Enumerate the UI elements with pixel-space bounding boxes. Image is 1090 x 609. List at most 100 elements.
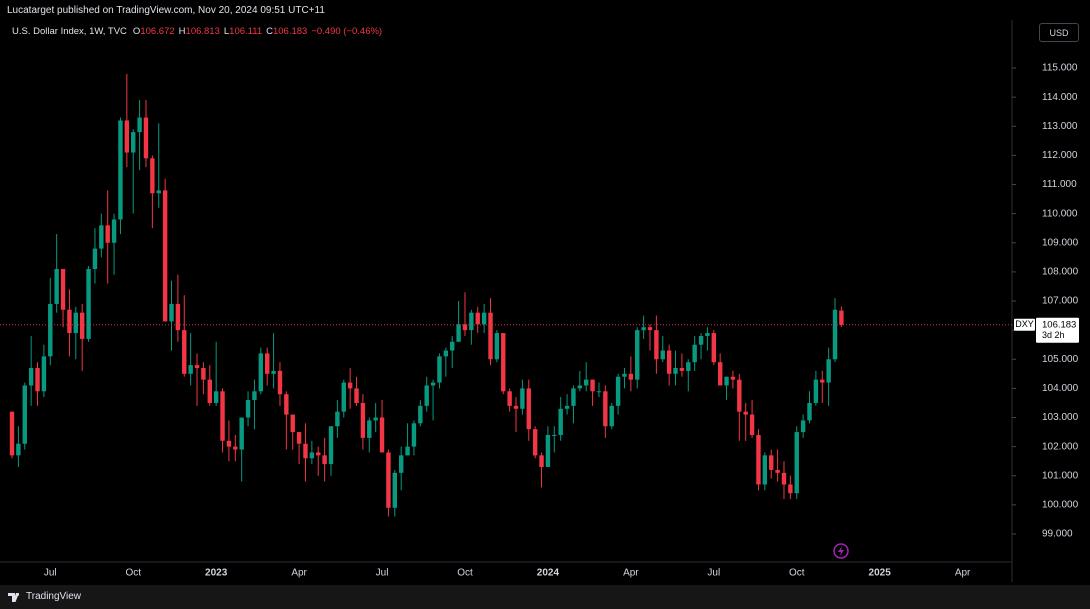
candle-body <box>609 405 614 427</box>
candle-body <box>749 414 755 435</box>
y-tick-label: 115.000 <box>1042 63 1078 74</box>
candle-body <box>424 385 429 406</box>
candle-body <box>679 367 685 371</box>
candle-body <box>398 455 404 473</box>
candle-body <box>188 365 193 374</box>
candle-body <box>564 405 570 409</box>
candle-body <box>290 414 295 433</box>
candle-body <box>9 411 15 456</box>
candle-body <box>481 312 487 325</box>
symbol: U.S. Dollar Index, 1W, TVC <box>12 26 127 37</box>
candle-body <box>730 376 736 380</box>
candle-body <box>137 117 142 133</box>
candle-body <box>245 400 251 418</box>
symbol-tag <box>1014 318 1035 331</box>
candle-body <box>226 440 232 447</box>
candle-body <box>392 472 397 508</box>
candle-body <box>430 382 436 386</box>
ohlc-key: L <box>223 26 230 37</box>
candle-body <box>418 405 423 424</box>
ohlc-value: 106.813 <box>185 26 220 37</box>
candle-body <box>73 312 78 334</box>
candle-body <box>724 376 729 386</box>
candle-body <box>28 367 34 386</box>
candle-body <box>762 455 768 485</box>
event-icon[interactable] <box>833 543 849 559</box>
brand: TradingView <box>26 591 82 602</box>
candle-body <box>788 484 793 494</box>
candle-body <box>213 391 219 403</box>
y-tick-label: 113.000 <box>1042 121 1078 132</box>
x-tick-label: 2023 <box>205 568 228 579</box>
candle-body <box>54 268 59 304</box>
y-tick-label: 103.000 <box>1042 412 1079 423</box>
candle-body <box>207 379 212 403</box>
candle-body <box>79 312 85 339</box>
price-tag-label: 106.183 <box>1042 319 1076 330</box>
candle-body <box>316 452 321 456</box>
candle-body <box>603 391 608 427</box>
candle-body <box>628 373 634 380</box>
ohlc-key: O <box>132 26 141 37</box>
x-tick-label: Jul <box>707 568 720 579</box>
candle-body <box>666 350 672 374</box>
candle-body <box>839 310 844 325</box>
candle-body <box>265 353 270 374</box>
y-tick-label: 114.000 <box>1042 92 1078 103</box>
candle-body <box>520 388 525 409</box>
candle-body <box>539 455 544 468</box>
candle-body <box>373 417 378 421</box>
candle-body <box>717 362 723 386</box>
y-tick-label: 100.000 <box>1042 500 1079 511</box>
candle-body <box>807 402 812 421</box>
candle-body <box>711 333 716 363</box>
currency-button[interactable]: USD <box>1039 23 1079 42</box>
candle-body <box>341 382 346 412</box>
candle-body <box>513 405 519 409</box>
candle-body <box>411 423 417 447</box>
candle-body <box>156 190 161 194</box>
candle-body <box>462 324 468 331</box>
candle-body <box>86 268 91 339</box>
candle-body <box>507 391 512 406</box>
candle-body <box>501 333 506 392</box>
candle-body <box>175 303 181 331</box>
candle-body <box>596 391 602 393</box>
y-tick-label: 101.000 <box>1042 470 1079 481</box>
candle-body <box>118 120 123 220</box>
x-tick-label: Apr <box>955 568 971 579</box>
candle-body <box>800 420 806 433</box>
candle-body <box>673 367 678 374</box>
candle-body <box>48 303 53 357</box>
candle-body <box>201 367 206 380</box>
x-tick-label: 2024 <box>537 568 560 579</box>
candle-body <box>469 312 474 331</box>
candle-body <box>35 367 40 392</box>
candle-body <box>99 225 104 249</box>
candle-body <box>162 190 168 322</box>
countdown: 3d 2h <box>1042 330 1065 340</box>
candle-body <box>647 327 653 331</box>
candle-body <box>769 455 774 470</box>
candle-body <box>277 370 283 395</box>
candle-body <box>239 417 244 450</box>
x-tick-label: Apr <box>623 568 639 579</box>
candle-body <box>252 391 257 401</box>
candle-body <box>705 333 710 336</box>
y-tick-label: 112.000 <box>1042 150 1078 161</box>
price-tag <box>1036 317 1079 343</box>
candle-body <box>615 376 621 406</box>
candle-body <box>386 452 391 508</box>
candle-body <box>590 379 595 392</box>
candle-body <box>220 391 225 441</box>
candle-body <box>258 353 264 392</box>
candle-body <box>813 379 819 403</box>
candle-body <box>124 120 130 153</box>
publisher: Lucatarget published on TradingView.com,… <box>7 5 325 16</box>
candle-body <box>558 408 563 435</box>
candle-body <box>67 309 72 334</box>
x-tick-label: Oct <box>125 568 141 579</box>
candle-body <box>571 388 576 406</box>
